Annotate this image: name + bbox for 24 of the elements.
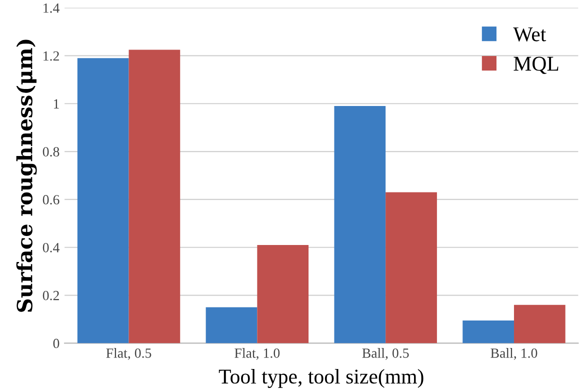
y-tick-label: 1.4 xyxy=(44,3,60,13)
y-tick-label: 0.6 xyxy=(42,195,60,204)
bar xyxy=(514,304,566,344)
y-tick-label: 0.4 xyxy=(42,242,60,252)
y-tick-label: 0.2 xyxy=(42,290,59,300)
bar xyxy=(334,106,386,344)
x-tick-label: Flat, 1.0 xyxy=(234,348,280,360)
legend-label: Wet xyxy=(513,27,546,42)
y-tick-label: 0 xyxy=(53,338,60,348)
y-axis-title: Surface roughness(μm) xyxy=(16,40,37,312)
y-tick-label: 1.2 xyxy=(44,51,59,61)
x-tick-label: Ball, 0.5 xyxy=(362,348,409,360)
legend-label: MQL xyxy=(514,56,558,74)
y-tick-label: 1 xyxy=(54,99,59,108)
bar xyxy=(462,320,514,344)
bar xyxy=(206,307,258,344)
bar xyxy=(128,50,180,344)
x-tick-label: Ball, 1.0 xyxy=(490,348,538,360)
x-axis-title: Tool type, tool size(mm) xyxy=(218,368,424,388)
bar xyxy=(257,244,309,344)
bar xyxy=(386,192,437,344)
bar xyxy=(77,58,129,344)
y-tick-label: 0.8 xyxy=(42,147,60,157)
x-tick-label: Flat, 0.5 xyxy=(106,348,152,360)
